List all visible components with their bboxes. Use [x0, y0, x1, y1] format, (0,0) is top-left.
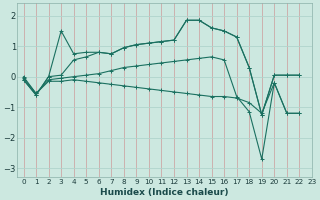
X-axis label: Humidex (Indice chaleur): Humidex (Indice chaleur) [100, 188, 229, 197]
